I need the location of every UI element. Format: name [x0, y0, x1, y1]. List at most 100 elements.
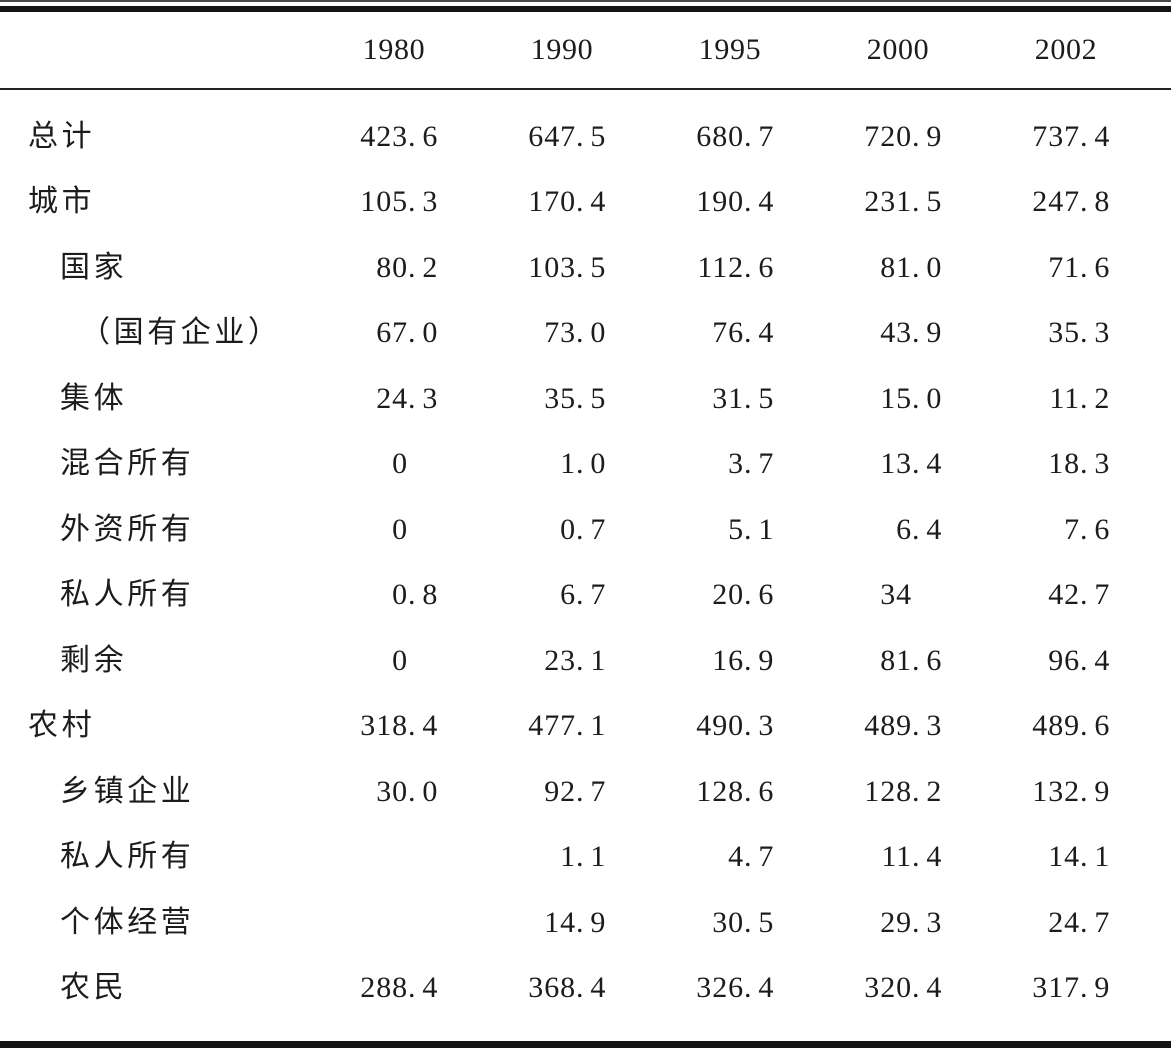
value-cell: 34: [880, 578, 912, 612]
value-cell: 11. 2: [1049, 381, 1111, 415]
header-separator-rule: [0, 88, 1171, 90]
value-cell: 318. 4: [360, 709, 439, 743]
row-label: 外资所有: [60, 512, 195, 546]
table-row: 私人所有 1. 1 4. 7 11. 4 14. 1: [0, 825, 1150, 891]
top-thick-rule: [0, 6, 1171, 12]
value-cell: 326. 4: [696, 971, 775, 1005]
row-label: 农村: [28, 709, 96, 743]
value-cell: 1.1: [560, 840, 607, 874]
value-cell: 647. 5: [528, 119, 607, 153]
value-cell: 35. 3: [1048, 316, 1111, 350]
bottom-thick-rule: [0, 1041, 1171, 1048]
value-cell: 92. 7: [544, 774, 607, 808]
table-row: 总计 423. 6 647. 5 680. 7 720. 9 737. 4: [0, 104, 1150, 170]
table-row: 城市 105. 3 170. 4 190. 4 231. 5 247. 8: [0, 170, 1150, 236]
value-cell: 170. 4: [528, 185, 607, 219]
value-cell: 71. 6: [1048, 250, 1111, 284]
top-hairline-rule: [0, 0, 1171, 2]
value-cell: 30. 0: [376, 774, 439, 808]
row-label: 国家: [60, 250, 128, 284]
value-cell: 0: [392, 447, 408, 481]
value-cell: 423. 6: [360, 119, 439, 153]
value-cell: 680. 7: [696, 119, 775, 153]
value-cell: 14. 1: [1048, 840, 1111, 874]
table-row: （国有企业） 67. 0 73. 0 76. 4 43. 9 35. 3: [0, 301, 1150, 367]
value-cell: 128. 2: [864, 774, 943, 808]
value-cell: 13. 4: [880, 447, 943, 481]
value-cell: 24. 3: [376, 381, 439, 415]
table-row: 个体经营 14. 9 30. 5 29. 3 24. 7: [0, 890, 1150, 956]
value-cell: 0: [392, 512, 408, 546]
value-cell: 24. 7: [1048, 905, 1111, 939]
column-header-2000: 2000: [866, 33, 930, 66]
value-cell: 73. 0: [544, 316, 607, 350]
value-cell: 0.7: [560, 512, 607, 546]
value-cell: 5.1: [728, 512, 775, 546]
row-label: 农民: [60, 971, 128, 1005]
row-label: 剩余: [60, 643, 128, 677]
value-cell: 11. 4: [881, 840, 943, 874]
value-cell: 1.0: [560, 447, 607, 481]
value-cell: 103. 5: [528, 250, 607, 284]
value-cell: 0: [392, 643, 408, 677]
value-cell: 320. 4: [864, 971, 943, 1005]
value-cell: 737. 4: [1032, 119, 1111, 153]
value-cell: 477. 1: [528, 709, 607, 743]
value-cell: 112. 6: [697, 250, 775, 284]
value-cell: 489. 6: [1032, 709, 1111, 743]
value-cell: 76. 4: [712, 316, 775, 350]
row-label: 乡镇企业: [60, 774, 195, 808]
row-label: 私人所有: [60, 578, 195, 612]
column-header-1990: 1990: [530, 33, 594, 66]
row-label: 城市: [28, 185, 96, 219]
value-cell: 35. 5: [544, 381, 607, 415]
value-cell: 67. 0: [376, 316, 439, 350]
value-cell: 4.7: [728, 840, 775, 874]
value-cell: 20. 6: [712, 578, 775, 612]
row-label: 混合所有: [60, 447, 195, 481]
table-body: 总计 423. 6 647. 5 680. 7 720. 9 737. 4 城市 105. 3 170. 4 1…: [0, 90, 1171, 1041]
column-header-1995: 1995: [698, 33, 762, 66]
row-label: 总计: [28, 119, 96, 153]
value-cell: 81. 0: [880, 250, 943, 284]
table-row: 乡镇企业 30. 0 92. 7 128. 6 128. 2 132. 9: [0, 759, 1150, 825]
column-header-1980: 1980: [362, 33, 426, 66]
value-cell: 317. 9: [1032, 971, 1111, 1005]
value-cell: 132. 9: [1032, 774, 1111, 808]
value-cell: 80. 2: [376, 250, 439, 284]
value-cell: 6.4: [896, 512, 943, 546]
table-row: 国家 80. 2 103. 5 112. 6 81. 0 71. 6: [0, 235, 1150, 301]
value-cell: 43. 9: [880, 316, 943, 350]
value-cell: 3.7: [728, 447, 775, 481]
table-row: 集体 24. 3 35. 5 31. 5 15. 0 11. 2: [0, 366, 1150, 432]
value-cell: 18. 3: [1048, 447, 1111, 481]
row-label: 私人所有: [60, 840, 195, 874]
value-cell: 247. 8: [1032, 185, 1111, 219]
value-cell: 81. 6: [880, 643, 943, 677]
column-header-2002: 2002: [1034, 33, 1098, 66]
table-row: 剩余 0 23. 1 16. 9 81. 6 96. 4: [0, 628, 1150, 694]
value-cell: 490. 3: [696, 709, 775, 743]
table-row: 外资所有 0 0. 7 5. 1 6. 4 7. 6: [0, 497, 1150, 563]
value-cell: 190. 4: [696, 185, 775, 219]
value-cell: 368. 4: [528, 971, 607, 1005]
value-cell: 128. 6: [696, 774, 775, 808]
table-row: 农村 318. 4 477. 1 490. 3 489. 3 489. 6: [0, 694, 1150, 760]
value-cell: 29. 3: [880, 905, 943, 939]
value-cell: 720. 9: [864, 119, 943, 153]
value-cell: 0.8: [392, 578, 439, 612]
value-cell: 231. 5: [864, 185, 943, 219]
value-cell: 16. 9: [712, 643, 775, 677]
value-cell: 15. 0: [880, 381, 943, 415]
value-cell: 14. 9: [544, 905, 607, 939]
value-cell: 105. 3: [360, 185, 439, 219]
value-cell: 489. 3: [864, 709, 943, 743]
value-cell: 96. 4: [1048, 643, 1111, 677]
value-cell: 42. 7: [1048, 578, 1111, 612]
row-label: （国有企业）: [80, 316, 282, 350]
row-label: 个体经营: [60, 905, 195, 939]
value-cell: 7.6: [1064, 512, 1111, 546]
row-label: 集体: [60, 381, 128, 415]
value-cell: 288. 4: [360, 971, 439, 1005]
